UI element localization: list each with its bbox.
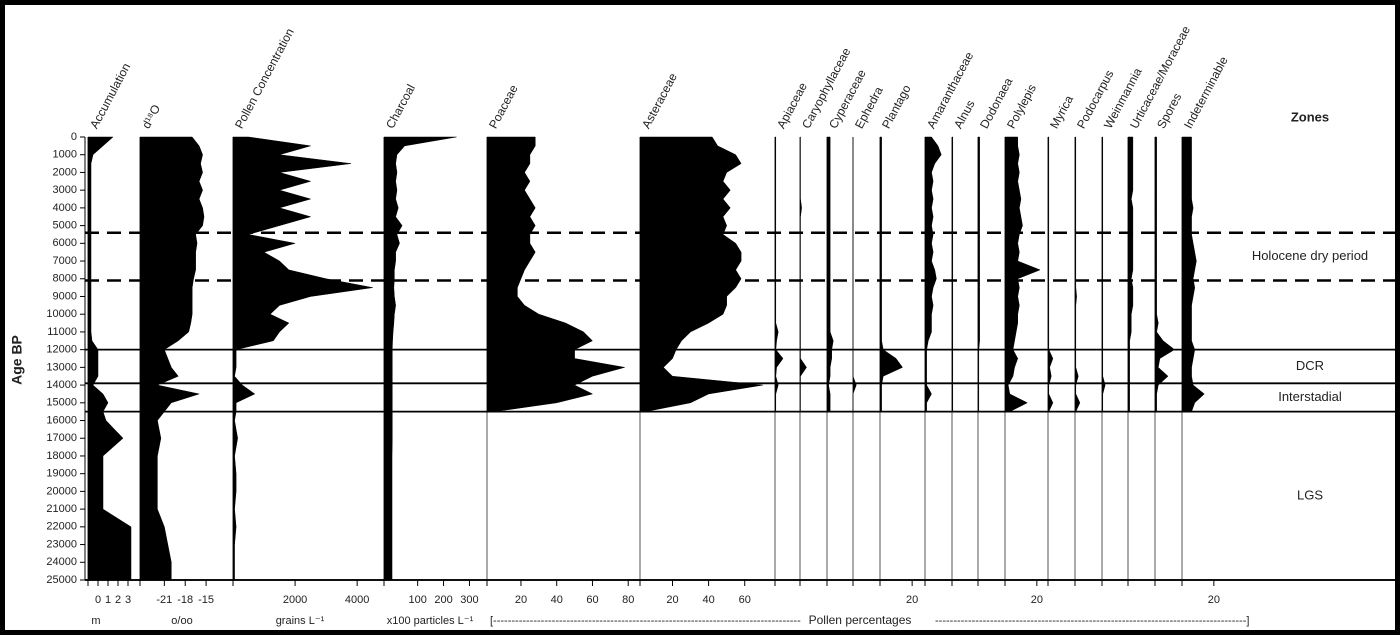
x-tick-label: 40 xyxy=(551,594,563,606)
y-tick-label: 1000 xyxy=(53,149,77,161)
x-tick-label: 20 xyxy=(515,594,527,606)
group-label: Pollen percentages xyxy=(809,613,912,627)
zones-title: Zones xyxy=(1291,109,1329,124)
unit-label: m xyxy=(91,615,100,627)
area xyxy=(1004,136,1041,412)
area xyxy=(1127,136,1134,412)
y-tick-label: 0 xyxy=(71,131,77,143)
x-tick-label: 4000 xyxy=(345,594,369,606)
unit-label: x100 particles L⁻¹ xyxy=(387,615,474,627)
area xyxy=(826,136,834,412)
zone-label: LGS xyxy=(1297,487,1323,502)
y-tick-label: 9000 xyxy=(53,290,77,302)
x-tick-label: 2 xyxy=(115,594,121,606)
x-tick-label: 0 xyxy=(95,594,101,606)
x-tick-label: 20 xyxy=(666,594,678,606)
area xyxy=(639,136,763,412)
x-tick-label: 2000 xyxy=(283,594,307,606)
area xyxy=(951,136,954,412)
y-tick-label: 6000 xyxy=(53,237,77,249)
x-tick-label: 20 xyxy=(1031,594,1043,606)
y-tick-label: 5000 xyxy=(53,220,77,232)
y-tick-label: 13000 xyxy=(46,361,77,373)
unit-label: o/oo xyxy=(171,615,192,627)
y-tick-label: 18000 xyxy=(46,450,77,462)
x-tick-label: 60 xyxy=(586,594,598,606)
y-tick-label: 24000 xyxy=(46,556,77,568)
y-tick-label: 14000 xyxy=(46,379,77,391)
area xyxy=(924,136,942,412)
x-tick-label: 20 xyxy=(1208,594,1220,606)
y-tick-label: 19000 xyxy=(46,468,77,480)
area xyxy=(799,136,807,412)
x-tick-label: 40 xyxy=(702,594,714,606)
x-tick-label: 80 xyxy=(622,594,634,606)
x-tick-label: 3 xyxy=(125,594,131,606)
y-tick-label: 10000 xyxy=(46,308,77,320)
area xyxy=(232,136,373,581)
x-tick-label: -15 xyxy=(198,594,214,606)
y-tick-label: 11000 xyxy=(47,326,77,338)
area xyxy=(383,136,457,581)
y-tick-label: 12000 xyxy=(46,344,77,356)
bracket: ----------------------------------------… xyxy=(935,615,1249,627)
y-axis-label: Age BP xyxy=(9,335,25,385)
area xyxy=(87,136,132,581)
y-tick-label: 15000 xyxy=(46,397,77,409)
x-tick-label: -21 xyxy=(156,594,172,606)
area xyxy=(1154,136,1175,412)
y-tick-label: 3000 xyxy=(53,184,77,196)
y-tick-label: 21000 xyxy=(46,503,77,515)
bracket: [---------------------------------------… xyxy=(490,615,801,627)
x-tick-label: 1 xyxy=(105,594,111,606)
x-tick-label: 200 xyxy=(434,594,452,606)
y-tick-label: 20000 xyxy=(46,485,77,497)
y-tick-label: 25000 xyxy=(46,574,77,586)
y-tick-label: 22000 xyxy=(46,521,77,533)
area xyxy=(486,136,625,412)
zone-label: DCR xyxy=(1296,358,1324,373)
zone-label: Holocene dry period xyxy=(1252,248,1368,263)
x-tick-label: -18 xyxy=(177,594,193,606)
x-tick-label: 20 xyxy=(906,594,918,606)
zone-label: Interstadial xyxy=(1278,389,1342,404)
y-tick-label: 8000 xyxy=(53,273,77,285)
area xyxy=(879,136,903,412)
y-tick-label: 16000 xyxy=(46,414,77,426)
y-tick-label: 17000 xyxy=(46,432,77,444)
x-tick-label: 100 xyxy=(408,594,426,606)
unit-label: grains L⁻¹ xyxy=(276,615,325,627)
area xyxy=(977,136,980,412)
area xyxy=(1181,136,1205,412)
area xyxy=(139,136,205,581)
y-tick-label: 23000 xyxy=(46,538,77,550)
y-tick-label: 7000 xyxy=(53,255,77,267)
y-tick-label: 4000 xyxy=(53,202,77,214)
x-tick-label: 300 xyxy=(460,594,478,606)
y-tick-label: 2000 xyxy=(53,166,77,178)
x-tick-label: 60 xyxy=(739,594,751,606)
